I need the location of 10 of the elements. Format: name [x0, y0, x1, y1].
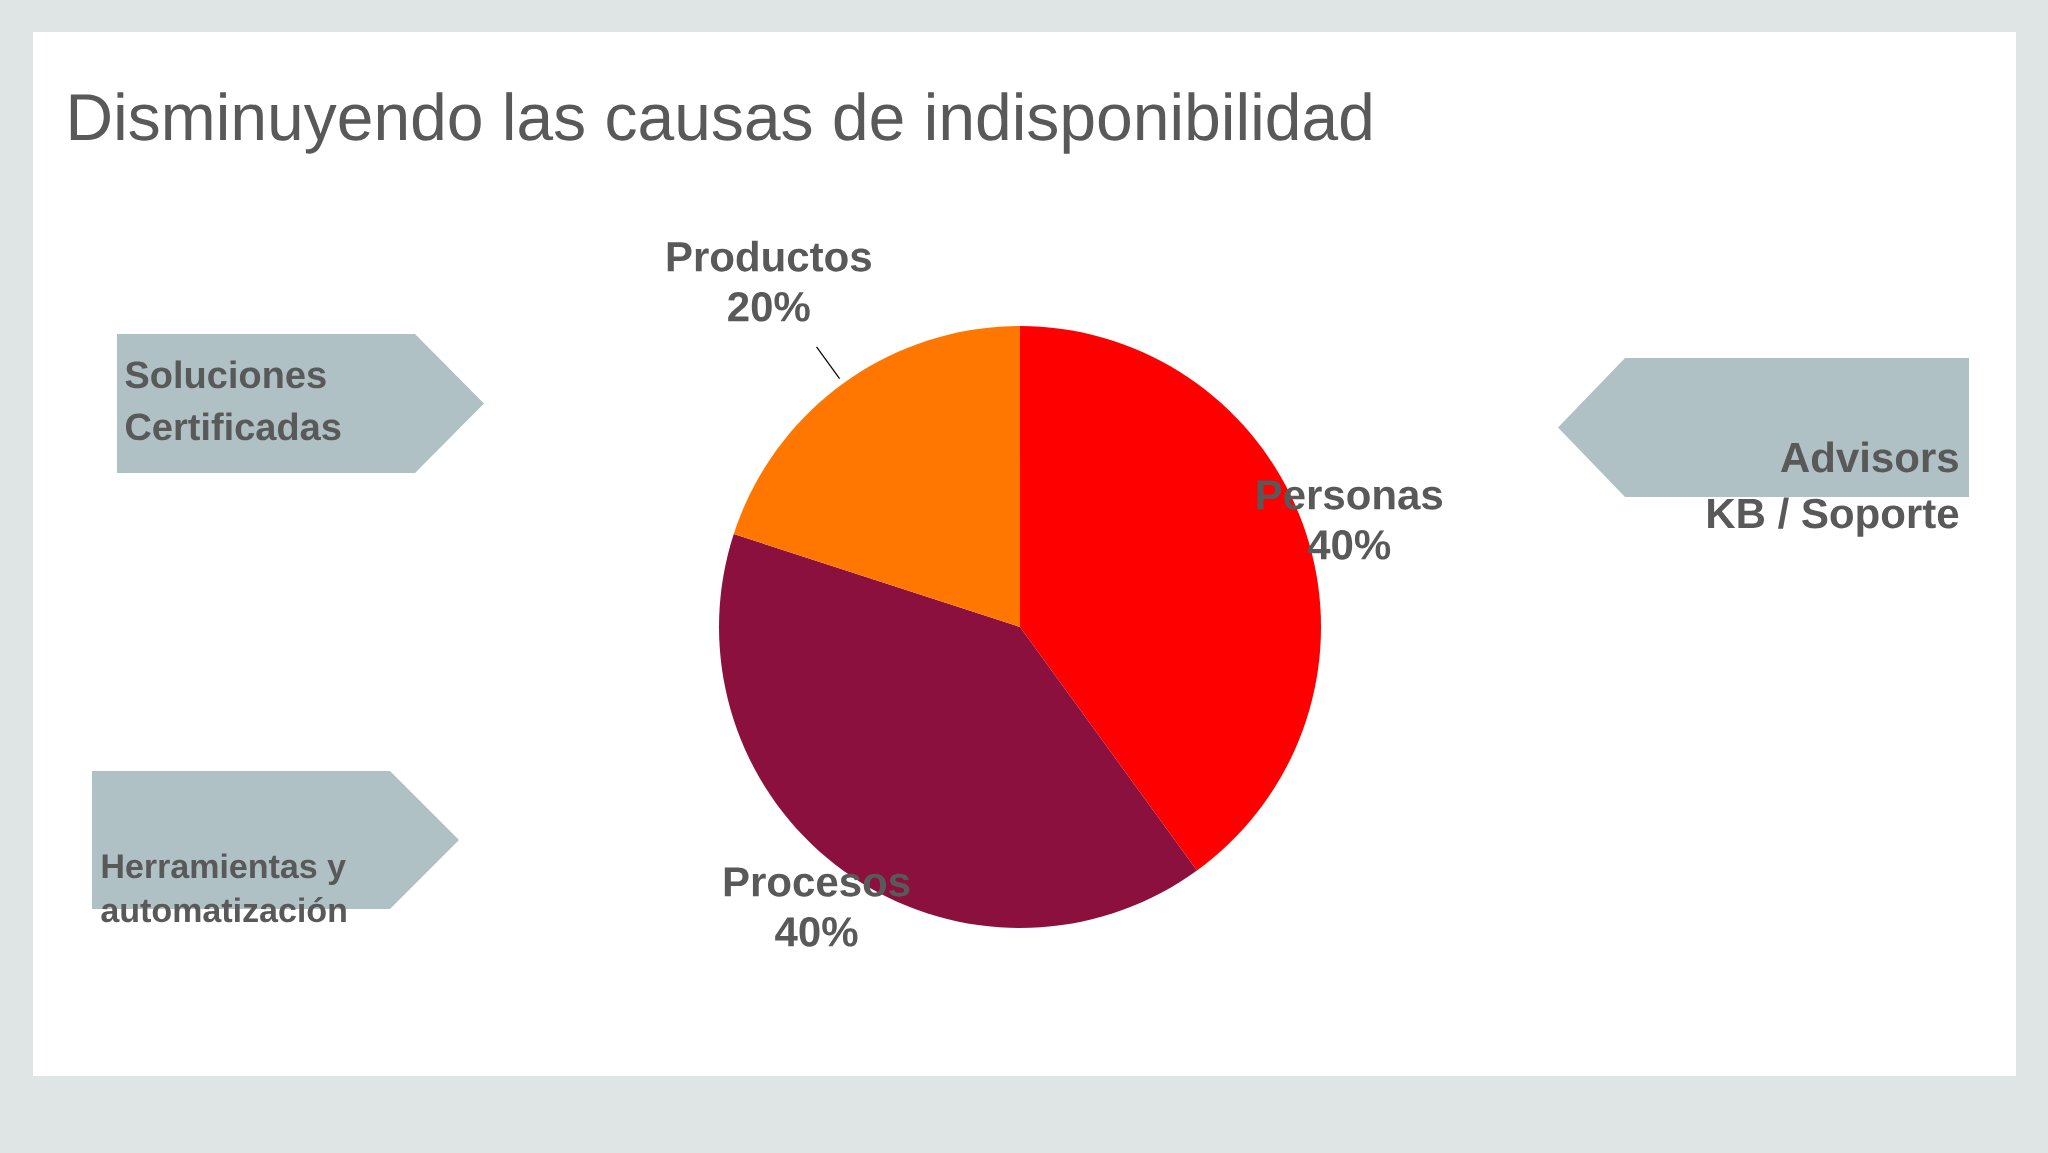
text: KB / Soporte: [1708, 497, 1959, 537]
text: Certificadas: [125, 412, 341, 441]
text: Herramientas y: [102, 853, 346, 886]
data-label: 40%: [775, 916, 858, 947]
data-label: 20%: [728, 291, 810, 322]
text: Advisors: [1780, 441, 1958, 473]
text: automatización: [101, 897, 346, 923]
chart-title: Disminuyendo las causas de indisponibilidad: [70, 92, 1371, 154]
slice-label: Productos: [667, 240, 871, 272]
text: Soluciones: [125, 360, 326, 389]
